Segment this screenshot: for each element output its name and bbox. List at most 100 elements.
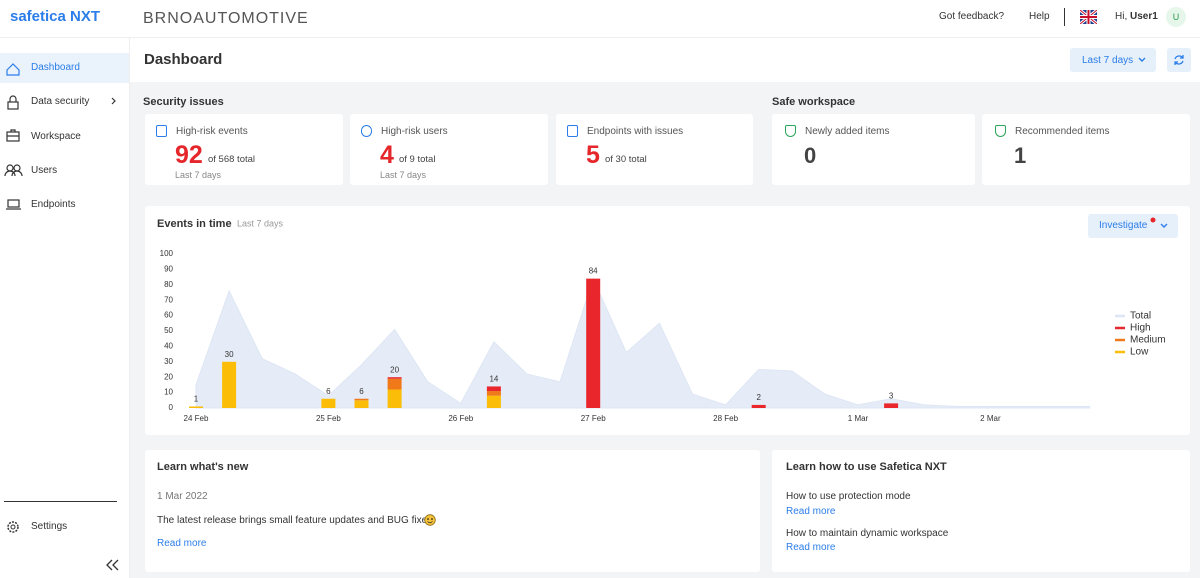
nav-item[interactable]: Data security xyxy=(31,96,90,107)
nav-item[interactable]: Settings xyxy=(31,521,68,532)
feedback-link[interactable]: Got feedback? xyxy=(939,11,1005,22)
y-tick-label: 50 xyxy=(164,326,173,335)
bar-label: 84 xyxy=(589,267,598,276)
chart: Events in time Last 7 days 0 10 20 30 40 50 60 70… xyxy=(157,218,1166,423)
y-tick-label: 60 xyxy=(164,311,173,320)
smiley xyxy=(424,514,436,526)
card[interactable] xyxy=(556,114,753,185)
y-tick-label: 100 xyxy=(160,249,174,258)
bar-label: 1 xyxy=(194,395,199,404)
flag[interactable] xyxy=(1080,10,1097,24)
separator xyxy=(1064,8,1065,26)
user-name: User1 xyxy=(1130,11,1158,22)
card-value: 5 xyxy=(586,141,600,169)
y-tick-label: 80 xyxy=(164,280,173,289)
nav-icons xyxy=(4,63,116,210)
bar-label: 6 xyxy=(326,387,331,396)
card-value: 4 xyxy=(380,141,394,169)
card[interactable] xyxy=(772,114,975,185)
read-more[interactable]: Read more xyxy=(786,506,836,517)
y-tick-label: 0 xyxy=(169,403,174,412)
x-tick-label: 28 Feb xyxy=(713,414,738,423)
investigate-label: Investigate xyxy=(1099,220,1148,231)
x-tick-label: 24 Feb xyxy=(184,414,209,423)
card[interactable] xyxy=(982,114,1190,185)
nav-item[interactable]: Users xyxy=(31,165,58,176)
bar-segment xyxy=(321,398,336,408)
x-tick-label: 2 Mar xyxy=(980,414,1001,423)
nav-item[interactable]: Dashboard xyxy=(0,53,129,83)
sidebar xyxy=(0,38,130,578)
bar-label: 2 xyxy=(756,393,761,402)
news-title: Learn what's new xyxy=(157,461,249,473)
top-bar xyxy=(0,0,1200,38)
nav-item[interactable]: Workspace xyxy=(31,131,81,142)
collapse-button[interactable] xyxy=(106,559,120,571)
section-title: Security issues xyxy=(143,96,224,108)
card-icon xyxy=(995,125,1006,137)
y-tick-label: 10 xyxy=(164,388,173,397)
bar-segment xyxy=(486,391,501,396)
card-total: of 568 total xyxy=(208,154,256,165)
refresh-button[interactable] xyxy=(1167,48,1191,72)
bar-segment xyxy=(222,361,237,408)
chart-title: Events in time xyxy=(157,218,232,230)
card-icon xyxy=(785,125,796,137)
card[interactable] xyxy=(145,114,343,185)
bar-segment xyxy=(387,378,402,390)
x-tick-label: 1 Mar xyxy=(848,414,869,423)
card-label: High-risk events xyxy=(176,126,248,137)
nav-item[interactable]: Endpoints xyxy=(31,199,76,210)
card-icon xyxy=(156,125,167,137)
y-tick-label: 20 xyxy=(164,372,173,381)
card-label: Newly added items xyxy=(805,126,890,137)
title-bar xyxy=(130,38,1200,82)
bar-segment xyxy=(387,389,402,408)
bar-segment xyxy=(486,395,501,408)
y-tick-label: 70 xyxy=(164,295,173,304)
read-more[interactable]: Read more xyxy=(786,542,836,553)
howto-item: How to use protection mode xyxy=(786,491,911,502)
bar-label: 3 xyxy=(889,391,894,400)
bar-segment xyxy=(751,404,766,408)
read-more[interactable]: Read more xyxy=(157,538,207,549)
howto-panel xyxy=(772,450,1190,572)
bar-label: 30 xyxy=(225,350,234,359)
card-value: 1 xyxy=(1014,143,1027,168)
news-date: 1 Mar 2022 xyxy=(157,491,208,502)
bar-segment xyxy=(884,403,899,408)
legend-label: High xyxy=(1130,323,1151,334)
bar-label: 6 xyxy=(359,387,364,396)
news-panel xyxy=(145,450,760,572)
card-label: Endpoints with issues xyxy=(587,126,684,137)
card-sub: Last 7 days xyxy=(175,170,222,180)
news-text: The latest release brings small feature … xyxy=(157,515,433,526)
section-title: Safe workspace xyxy=(772,96,856,108)
legend-label: Low xyxy=(1130,347,1149,358)
card-total: of 30 total xyxy=(605,154,647,165)
bar-label: 14 xyxy=(489,375,498,384)
range-label: Last 7 days xyxy=(1082,55,1134,66)
card-value: 92 xyxy=(175,141,203,169)
bar-segment xyxy=(486,386,501,392)
chart-subtitle: Last 7 days xyxy=(237,218,284,228)
x-tick-label: 25 Feb xyxy=(316,414,341,423)
avatar[interactable]: U xyxy=(1166,7,1186,27)
card-icon xyxy=(567,125,578,137)
card[interactable] xyxy=(350,114,548,185)
card-total: of 9 total xyxy=(399,154,436,165)
card-sub: Last 7 days xyxy=(380,170,427,180)
howto-title: Learn how to use Safetica NXT xyxy=(786,461,947,473)
legend-label: Total xyxy=(1130,311,1151,322)
refresh-icon xyxy=(1174,55,1184,65)
chevron xyxy=(1138,57,1146,62)
card-label: High-risk users xyxy=(381,126,448,137)
y-tick-label: 30 xyxy=(164,357,173,366)
y-tick-label: 40 xyxy=(164,342,173,351)
bar-segment xyxy=(586,278,601,408)
brand[interactable]: safetica NXT xyxy=(10,8,101,25)
card-value: 0 xyxy=(804,143,817,168)
help-link[interactable]: Help xyxy=(1029,11,1050,22)
settings-icon xyxy=(7,521,19,533)
